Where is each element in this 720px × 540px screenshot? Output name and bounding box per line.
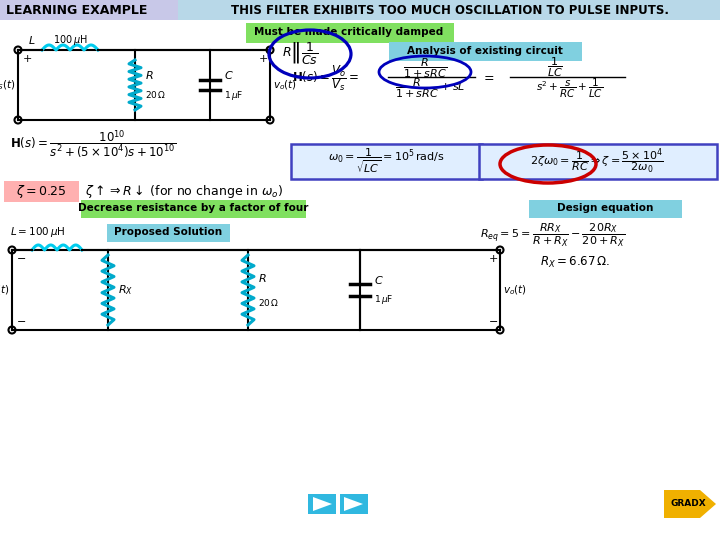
Text: $1\,\mu\mathrm{F}$: $1\,\mu\mathrm{F}$ <box>224 89 243 102</box>
Text: $v_o(t)$: $v_o(t)$ <box>503 283 527 297</box>
Text: $2\zeta\omega_0 = \dfrac{1}{RC} \Rightarrow \zeta = \dfrac{5\times10^4}{2\omega_: $2\zeta\omega_0 = \dfrac{1}{RC} \Rightar… <box>530 146 664 176</box>
FancyBboxPatch shape <box>528 199 682 218</box>
FancyBboxPatch shape <box>389 42 582 60</box>
Text: $20\,\Omega$: $20\,\Omega$ <box>145 90 166 100</box>
Text: −: − <box>17 317 27 327</box>
FancyBboxPatch shape <box>340 494 368 514</box>
Text: $100\,\mu\mathrm{H}$: $100\,\mu\mathrm{H}$ <box>53 33 87 47</box>
Text: $\mathbf{H}(s) = \dfrac{V_o}{V_s} =$: $\mathbf{H}(s) = \dfrac{V_o}{V_s} =$ <box>292 63 359 93</box>
Text: $\dfrac{R}{1 + sRC}$: $\dfrac{R}{1 + sRC}$ <box>403 56 447 80</box>
Text: +: + <box>258 54 268 64</box>
FancyBboxPatch shape <box>4 180 78 201</box>
FancyBboxPatch shape <box>0 0 178 20</box>
Text: $\dfrac{1}{LC}$: $\dfrac{1}{LC}$ <box>547 55 563 79</box>
Text: +: + <box>489 254 498 264</box>
Polygon shape <box>664 490 716 518</box>
Text: $\zeta\uparrow\Rightarrow R\downarrow\;(\mathrm{for\ no\ change\ in\ }\omega_o)$: $\zeta\uparrow\Rightarrow R\downarrow\;(… <box>85 183 283 199</box>
Text: $R\left\|\dfrac{1}{Cs}\right.$: $R\left\|\dfrac{1}{Cs}\right.$ <box>282 40 318 66</box>
Text: $\omega_0 = \dfrac{1}{\sqrt{LC}} = 10^5\,\mathrm{rad/s}$: $\omega_0 = \dfrac{1}{\sqrt{LC}} = 10^5\… <box>328 147 444 175</box>
Text: −: − <box>489 317 498 327</box>
Text: $R_X = 6.67\,\Omega.$: $R_X = 6.67\,\Omega.$ <box>540 254 610 269</box>
Text: $R$: $R$ <box>258 272 266 284</box>
FancyBboxPatch shape <box>308 494 336 514</box>
Text: $R$: $R$ <box>145 69 153 81</box>
Text: Must be made critically damped: Must be made critically damped <box>254 27 444 37</box>
Text: $v_S(t)$: $v_S(t)$ <box>0 283 9 297</box>
Text: $=$: $=$ <box>481 71 495 84</box>
FancyBboxPatch shape <box>246 23 454 43</box>
Text: Decrease resistance by a factor of four: Decrease resistance by a factor of four <box>78 203 308 213</box>
Text: $L = 100\,\mu\mathrm{H}$: $L = 100\,\mu\mathrm{H}$ <box>10 225 66 239</box>
FancyBboxPatch shape <box>107 224 230 241</box>
Text: $C$: $C$ <box>224 69 234 81</box>
Text: Analysis of existing circuit: Analysis of existing circuit <box>407 46 563 56</box>
Text: $C$: $C$ <box>374 274 384 286</box>
Text: $R_{eq} = 5 = \dfrac{RR_X}{R + R_X} - \dfrac{20R_X}{20 + R_X}$: $R_{eq} = 5 = \dfrac{RR_X}{R + R_X} - \d… <box>480 221 625 248</box>
Text: $\dfrac{R}{1 + sRC} + sL$: $\dfrac{R}{1 + sRC} + sL$ <box>395 76 465 100</box>
Text: $1\,\mu\mathrm{F}$: $1\,\mu\mathrm{F}$ <box>374 294 394 307</box>
FancyBboxPatch shape <box>479 144 716 179</box>
Text: $v_S(t)$: $v_S(t)$ <box>0 78 15 92</box>
Text: $L$: $L$ <box>29 34 36 46</box>
Text: THIS FILTER EXHIBITS TOO MUCH OSCILLATION TO PULSE INPUTS.: THIS FILTER EXHIBITS TOO MUCH OSCILLATIO… <box>231 3 669 17</box>
FancyBboxPatch shape <box>178 0 720 20</box>
FancyBboxPatch shape <box>290 144 482 179</box>
Polygon shape <box>313 497 332 511</box>
Polygon shape <box>344 497 363 511</box>
Text: GRADX: GRADX <box>670 500 706 509</box>
Text: $v_o(t)$: $v_o(t)$ <box>273 78 297 92</box>
Text: $R_X$: $R_X$ <box>118 283 133 297</box>
FancyBboxPatch shape <box>81 199 305 218</box>
Text: −: − <box>17 254 27 264</box>
Text: $s^2 + \dfrac{s}{RC} + \dfrac{1}{LC}$: $s^2 + \dfrac{s}{RC} + \dfrac{1}{LC}$ <box>536 76 603 99</box>
Text: $\mathbf{H}(s) = \dfrac{10^{10}}{s^2 + (5\times10^4)s + 10^{10}}$: $\mathbf{H}(s) = \dfrac{10^{10}}{s^2 + (… <box>10 129 176 161</box>
Text: $20\,\Omega$: $20\,\Omega$ <box>258 296 279 307</box>
Text: Design equation: Design equation <box>557 203 653 213</box>
Text: $\zeta = 0.25$: $\zeta = 0.25$ <box>16 183 66 199</box>
Text: +: + <box>23 54 32 64</box>
Text: LEARNING EXAMPLE: LEARNING EXAMPLE <box>6 3 148 17</box>
Text: Proposed Solution: Proposed Solution <box>114 227 222 237</box>
